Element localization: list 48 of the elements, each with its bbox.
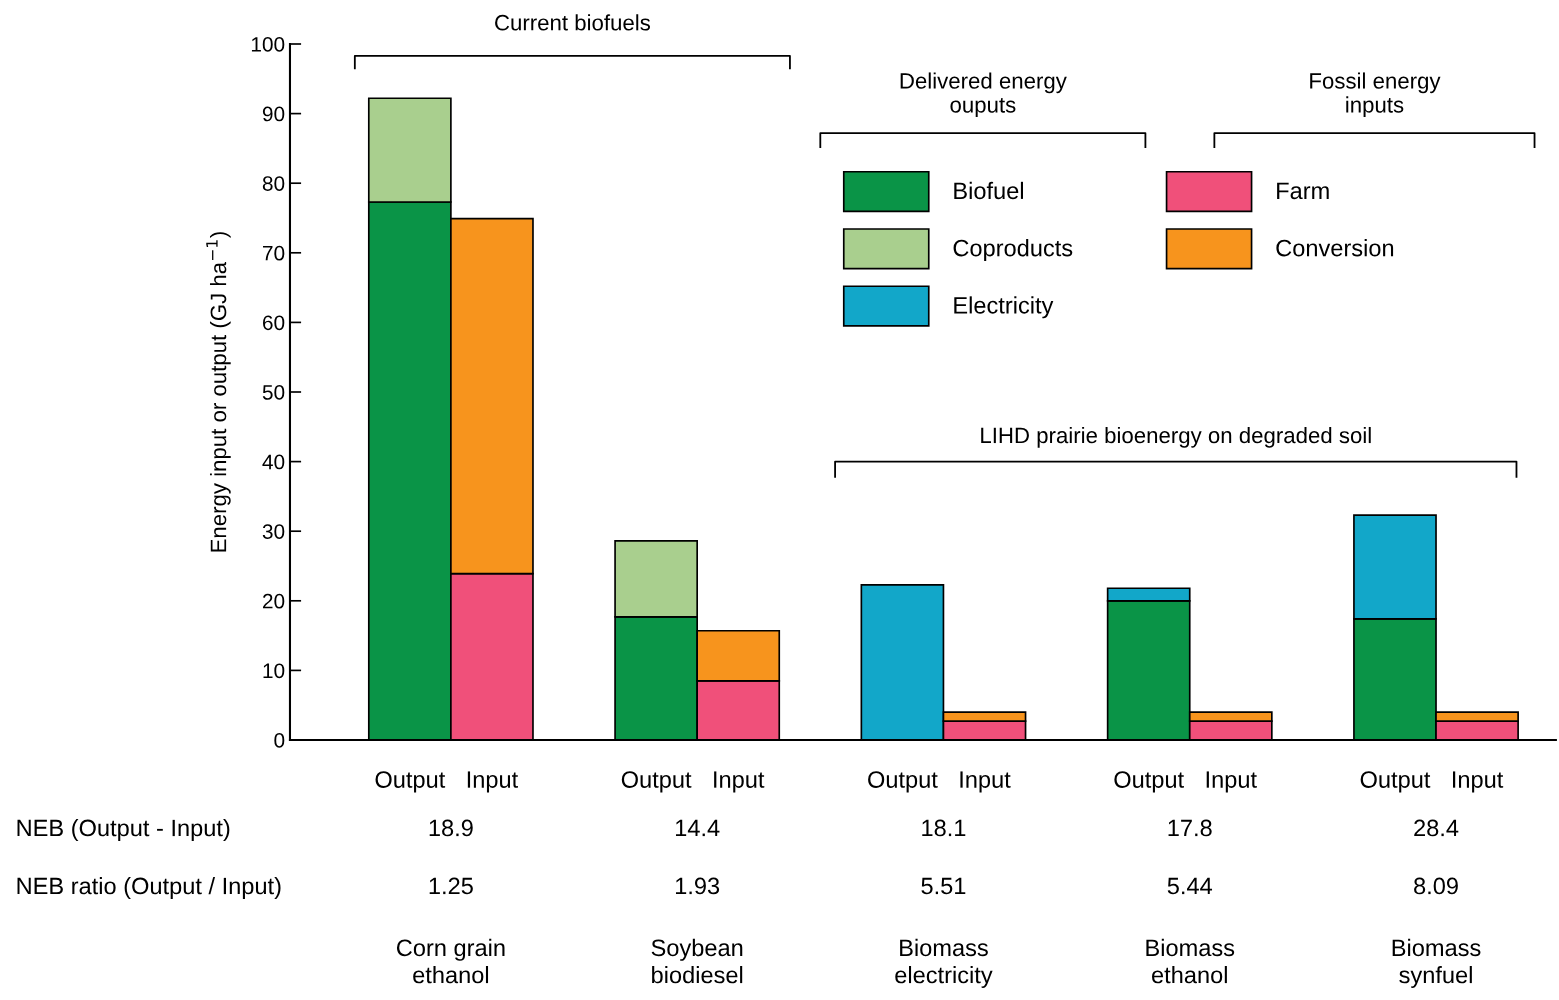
y-tick-label: 80 [262, 176, 285, 191]
x-tick-label: Input [1453, 771, 1504, 793]
text: 14.4 [675, 819, 720, 837]
x-tick-label: Input [714, 771, 765, 793]
y-tick-label: 50 [262, 385, 285, 400]
text: 1.93 [675, 877, 720, 895]
legend-label: Farm [1277, 182, 1329, 200]
text: Corn grain ethanol [396, 938, 505, 984]
text: 18.9 [429, 819, 473, 837]
text: 28.4 [1414, 819, 1459, 837]
legend-label: Electricity [954, 296, 1054, 319]
x-tick-label: Input [960, 771, 1011, 793]
text: 8.09 [1414, 877, 1458, 895]
y-tick-label: 100 [251, 37, 285, 52]
x-tick-label: Output [375, 771, 446, 793]
text: Biomass electricity [895, 938, 993, 988]
text: 1.25 [429, 877, 473, 895]
text: 17.8 [1168, 819, 1212, 837]
y-tick-label: 30 [262, 524, 285, 539]
legend-label: Coproducts [953, 239, 1073, 262]
text: Biomass ethanol [1146, 938, 1235, 984]
y-tick-label: 60 [263, 315, 285, 331]
annotation: LIHD prairie bioenergy on degraded soil [981, 426, 1371, 448]
x-tick-label: Output [1360, 771, 1431, 793]
text: Current biofuels [495, 14, 651, 31]
text: NEB ratio (Output / Input) [17, 876, 281, 900]
text: Soybean biodiesel [651, 938, 743, 984]
x-tick-label: Output [1114, 771, 1184, 793]
y-tick-label: 10 [263, 663, 285, 679]
x-tick-label: Output [621, 771, 692, 793]
y-tick-label: 40 [262, 454, 285, 470]
x-tick-label: Output [868, 771, 938, 793]
y-axis-title: Energy input or output (GJ ha$^{−1}$) [206, 232, 231, 552]
y-tick-label: 70 [263, 245, 285, 261]
y-tick-label: 20 [262, 593, 285, 609]
text: 5.51 [921, 877, 966, 895]
annotation: Fossil energy inputs [1310, 72, 1441, 118]
text: NEB (Output - Input) [17, 818, 230, 842]
y-tick-label: 90 [262, 106, 285, 122]
text: Biomass synfuel [1392, 938, 1481, 988]
text: 5.44 [1167, 877, 1213, 895]
y-tick-label: 0 [274, 733, 285, 748]
text: 18.1 [922, 819, 966, 837]
x-tick-label: Input [467, 771, 519, 793]
annotation: Delivered energy ouputs [900, 72, 1067, 118]
legend-label: Conversion [1276, 239, 1394, 257]
x-tick-label: Input [1206, 771, 1257, 793]
legend-label: Biofuel [954, 181, 1023, 200]
